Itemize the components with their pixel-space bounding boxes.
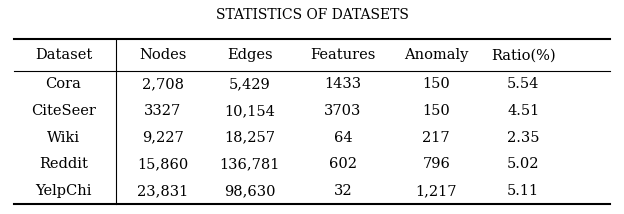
Text: 32: 32 xyxy=(334,184,353,198)
Text: STATISTICS OF DATASETS: STATISTICS OF DATASETS xyxy=(215,8,409,22)
Text: 2,708: 2,708 xyxy=(142,77,184,91)
Text: 150: 150 xyxy=(422,77,450,91)
Text: 1433: 1433 xyxy=(324,77,362,91)
Text: 150: 150 xyxy=(422,104,450,118)
Text: 3703: 3703 xyxy=(324,104,362,118)
Text: 23,831: 23,831 xyxy=(137,184,188,198)
Text: 602: 602 xyxy=(329,157,357,171)
Text: 15,860: 15,860 xyxy=(137,157,188,171)
Text: 2.35: 2.35 xyxy=(507,131,540,145)
Text: 1,217: 1,217 xyxy=(416,184,457,198)
Text: 217: 217 xyxy=(422,131,450,145)
Text: 98,630: 98,630 xyxy=(224,184,276,198)
Text: 5,429: 5,429 xyxy=(229,77,271,91)
Text: 3327: 3327 xyxy=(144,104,182,118)
Text: 5.02: 5.02 xyxy=(507,157,540,171)
Text: CiteSeer: CiteSeer xyxy=(31,104,96,118)
Text: 5.54: 5.54 xyxy=(507,77,539,91)
Text: 136,781: 136,781 xyxy=(220,157,280,171)
Text: Reddit: Reddit xyxy=(39,157,88,171)
Text: 796: 796 xyxy=(422,157,450,171)
Text: Dataset: Dataset xyxy=(35,48,92,62)
Text: Anomaly: Anomaly xyxy=(404,48,469,62)
Text: 10,154: 10,154 xyxy=(225,104,275,118)
Text: 5.11: 5.11 xyxy=(507,184,539,198)
Text: 64: 64 xyxy=(334,131,353,145)
Text: Nodes: Nodes xyxy=(139,48,187,62)
Text: Cora: Cora xyxy=(46,77,82,91)
Text: Edges: Edges xyxy=(227,48,273,62)
Text: Wiki: Wiki xyxy=(47,131,80,145)
Text: 18,257: 18,257 xyxy=(225,131,275,145)
Text: Ratio(%): Ratio(%) xyxy=(491,48,555,62)
Text: Features: Features xyxy=(310,48,376,62)
Text: YelpChi: YelpChi xyxy=(36,184,92,198)
Text: 4.51: 4.51 xyxy=(507,104,539,118)
Text: 9,227: 9,227 xyxy=(142,131,184,145)
